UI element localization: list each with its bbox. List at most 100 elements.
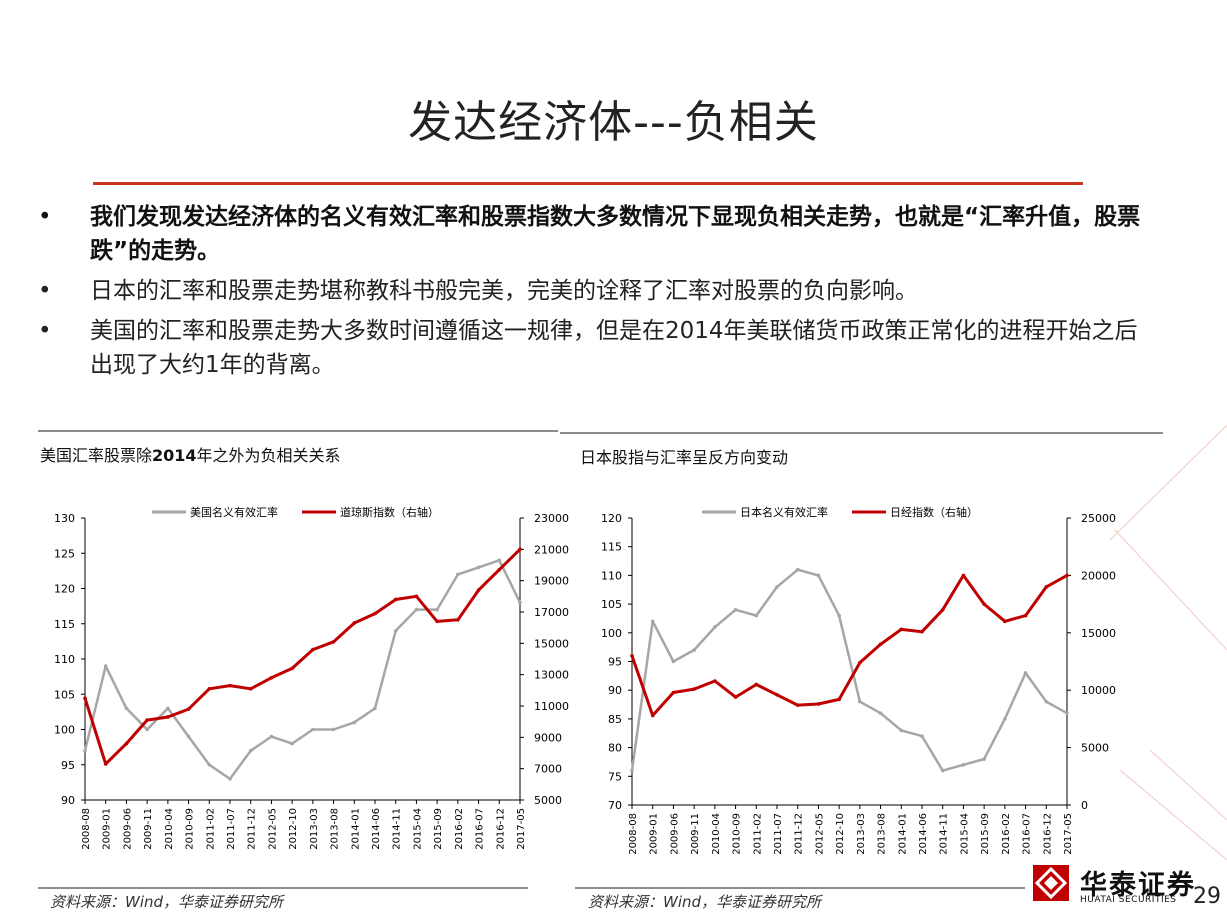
fx-data-point: [816, 573, 821, 578]
right-panel-bottom-rule: [575, 887, 1025, 889]
fx-data-point: [497, 558, 502, 563]
stock-data-point: [124, 741, 129, 746]
fx-data-point: [269, 734, 274, 739]
fx-data-point: [858, 699, 862, 704]
left-tick-label: 95: [61, 759, 75, 772]
fx-data-point: [630, 768, 634, 773]
stock-series-line: [630, 573, 1068, 717]
stock-data-point: [878, 642, 883, 647]
left-tick-label: 75: [608, 770, 622, 783]
x-tick-label: 2014-06: [918, 813, 929, 855]
x-tick-label: 2013-03: [856, 813, 867, 855]
fx-data-point: [1065, 711, 1069, 715]
x-tick-label: 2011-07: [226, 808, 237, 850]
deco-line: [1149, 749, 1227, 821]
bullet-text: 美国的汇率和股票走势大多数时间遵循这一规律，但是在2014年美联储货币政策正常化…: [90, 318, 1138, 378]
bullet-item: • 日本的汇率和股票走势堪称教科书般完美，完美的诠释了汇率对股票的负向影响。: [38, 274, 1158, 308]
fx-data-point: [186, 734, 191, 739]
x-tick-label: 2012-05: [267, 808, 278, 850]
fx-data-point: [692, 648, 696, 652]
fx-data-point: [961, 763, 966, 767]
left-panel-top-rule: [38, 430, 558, 432]
legend-label: 道琼斯指数（右轴）: [340, 505, 439, 519]
x-tick-label: 2016-02: [454, 808, 465, 850]
page-title: 发达经济体---负相关: [408, 97, 819, 148]
stock-series-line: [83, 548, 522, 766]
left-tick-label: 120: [54, 583, 75, 596]
stock-data-point: [671, 690, 676, 695]
title-divider: [93, 182, 1083, 185]
bullet-marker: •: [38, 204, 52, 230]
x-tick-label: 2016-07: [1022, 813, 1033, 855]
left-chart-title: 美国汇率股票除2014年之外为负相关关系: [40, 442, 341, 466]
decorative-lines: [1109, 424, 1227, 861]
x-tick-label: 2014-06: [371, 808, 382, 850]
bullet-item: • 美国的汇率和股票走势大多数时间遵循这一规律，但是在2014年美联储货币政策正…: [38, 314, 1158, 382]
fx-data-point: [166, 706, 170, 711]
stock-data-point: [290, 666, 294, 671]
fx-series-line: [630, 568, 1068, 772]
x-tick-label: 2009-01: [102, 808, 113, 850]
stock-data-point: [816, 702, 821, 706]
bullet-list: • 我们发现发达经济体的名义有效汇率和股票指数大多数情况下显现负相关走势，也就是…: [38, 200, 1158, 388]
logo-text-cn: 华泰证券: [1080, 870, 1196, 901]
x-tick-label: 2012-05: [814, 813, 825, 855]
fx-data-point: [940, 768, 945, 773]
fx-data-point: [920, 734, 924, 738]
japan-fx-stock-chart: 70 75 80 85 90 95 100 105 110 115 120 0 5000 10000 150…: [601, 505, 1116, 855]
stock-data-point: [331, 639, 336, 644]
x-tick-label: 2011-02: [205, 808, 216, 850]
x-tick-label: 2008-08: [628, 813, 639, 855]
x-tick-label: 2012-10: [835, 813, 846, 855]
right-tick-label: 23000: [534, 512, 569, 525]
left-source-note: 资料来源：Wind，华泰证券研究所: [50, 893, 284, 911]
stock-data-point: [630, 653, 634, 658]
left-tick-label: 80: [608, 742, 622, 755]
x-tick-label: 2011-12: [247, 808, 258, 850]
stock-data-point: [1003, 619, 1007, 624]
right-tick-label: 13000: [534, 669, 569, 682]
stock-data-point: [269, 676, 274, 680]
stock-data-point: [414, 594, 419, 599]
logo-text-en: HUATAI SECURITIES: [1080, 895, 1177, 905]
x-tick-label: 2013-08: [877, 813, 888, 855]
fx-data-point: [311, 727, 315, 732]
left-tick-label: 90: [61, 794, 75, 807]
left-tick-label: 110: [54, 653, 75, 666]
x-tick-label: 2010-04: [711, 813, 722, 855]
x-tick-label: 2015-09: [980, 813, 991, 855]
stock-data-point: [1023, 613, 1028, 618]
fx-data-point: [103, 664, 108, 668]
fx-data-point: [878, 711, 883, 715]
left-tick-label: 85: [608, 713, 622, 726]
left-tick-label: 120: [601, 512, 622, 525]
x-tick-label: 2016-12: [1042, 813, 1053, 855]
stock-data-point: [795, 703, 800, 707]
x-tick-label: 2009-11: [143, 808, 154, 850]
x-tick-label: 2016-07: [475, 808, 486, 850]
left-tick-label: 105: [601, 598, 622, 611]
right-tick-label: 15000: [534, 637, 569, 650]
fx-data-point: [414, 607, 419, 612]
stock-data-point: [754, 682, 759, 687]
x-tick-label: 2011-07: [773, 813, 784, 855]
left-tick-label: 100: [54, 724, 75, 737]
bullet-marker: •: [38, 318, 52, 344]
stock-data-point: [982, 602, 986, 606]
x-tick-label: 2011-02: [752, 813, 763, 855]
bullet-text: 我们发现发达经济体的名义有效汇率和股票指数大多数情况下显现负相关走势，也就是“汇…: [90, 204, 1141, 264]
x-tick-label: 2011-12: [794, 813, 805, 855]
x-tick-label: 2010-04: [164, 808, 175, 850]
legend-label: 日本名义有效汇率: [740, 505, 828, 519]
x-tick-label: 2014-11: [392, 808, 403, 850]
x-tick-label: 2014-01: [350, 808, 361, 850]
x-tick-label: 2010-09: [732, 813, 743, 855]
fx-data-point: [207, 762, 212, 767]
x-tick-label: 2015-04: [959, 813, 970, 855]
stock-data-point: [940, 608, 945, 612]
stock-data-point: [145, 718, 149, 722]
fx-data-point: [1003, 717, 1007, 721]
right-panel-top-rule: [560, 432, 1163, 434]
x-tick-label: 2009-06: [669, 813, 680, 855]
left-tick-label: 70: [608, 799, 622, 812]
